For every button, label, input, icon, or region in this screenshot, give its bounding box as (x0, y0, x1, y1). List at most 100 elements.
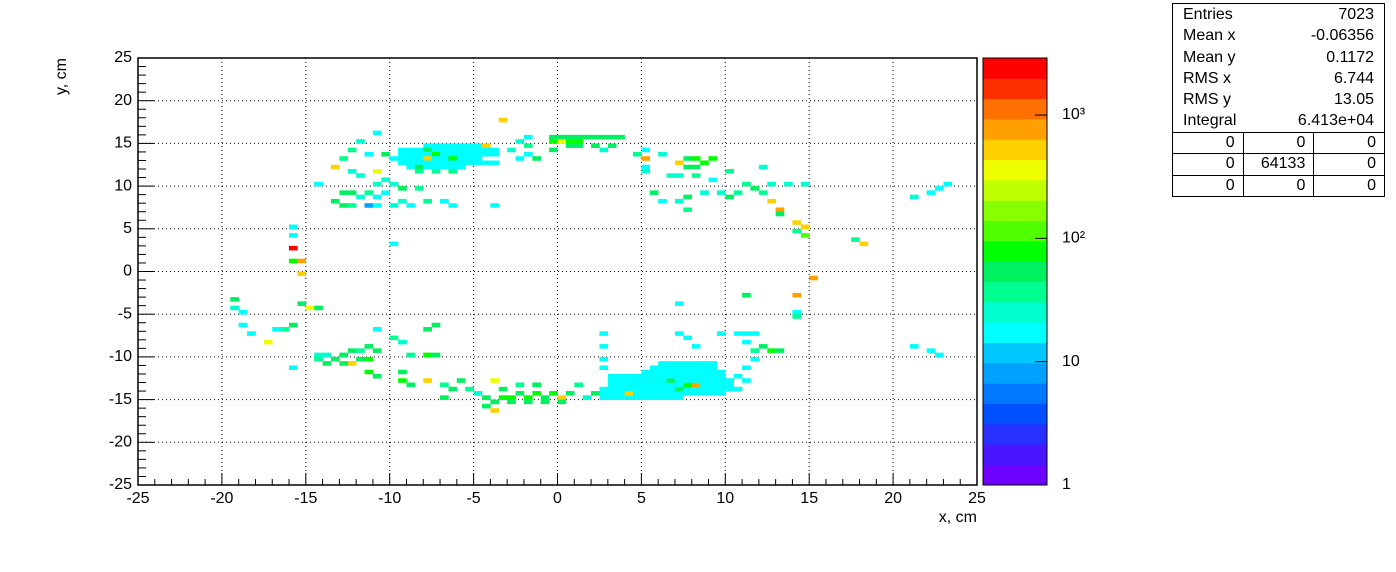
cell (674, 378, 684, 383)
cell (247, 331, 256, 336)
cell (607, 382, 617, 388)
cell (641, 382, 651, 388)
cell (641, 373, 651, 379)
cell (423, 160, 432, 166)
cell (322, 352, 332, 358)
cell (700, 365, 709, 371)
cell (238, 322, 248, 328)
cell (465, 386, 474, 392)
cell (423, 378, 432, 383)
cell (372, 348, 382, 353)
cell (683, 361, 693, 366)
cell (406, 160, 416, 166)
palette-band (983, 58, 1047, 79)
cell (792, 220, 802, 225)
cell (456, 151, 466, 157)
cell (448, 156, 458, 161)
cell (473, 391, 483, 396)
cell (716, 378, 726, 383)
cell (708, 156, 718, 161)
cell (448, 151, 458, 157)
cell (691, 378, 701, 383)
cell (708, 391, 718, 396)
cell (398, 151, 407, 157)
cell (473, 143, 483, 148)
cell (725, 194, 734, 200)
cell (616, 134, 625, 140)
cell (624, 373, 634, 379)
cell (372, 130, 382, 136)
cell (633, 373, 642, 379)
cell (440, 164, 449, 170)
cell (490, 160, 500, 166)
cell (599, 391, 609, 396)
cell (381, 151, 390, 157)
cell (507, 399, 516, 405)
cell (549, 391, 558, 396)
cell (431, 147, 441, 153)
cell (423, 164, 432, 170)
cell (515, 382, 525, 388)
cell (406, 203, 416, 208)
cell (364, 190, 374, 195)
cell (784, 181, 793, 187)
cell (909, 344, 919, 349)
palette-band (983, 424, 1047, 445)
stats-value: 6.744 (1333, 69, 1374, 87)
cell (599, 365, 609, 371)
cell (314, 356, 323, 362)
cell (381, 177, 390, 183)
cell (406, 147, 416, 153)
cell (532, 382, 542, 388)
stats-grid-cell: 0 (1242, 132, 1314, 154)
cell (540, 395, 550, 400)
cell (733, 331, 743, 336)
cell (398, 156, 407, 161)
cell (700, 369, 709, 375)
stats-grid-cell: 0 (1225, 176, 1235, 194)
x-tick-label: 15 (800, 490, 818, 507)
cell (649, 365, 659, 371)
cell (674, 395, 684, 400)
stats-key: Integral (1183, 112, 1237, 130)
cell (498, 386, 508, 392)
cell (700, 361, 709, 366)
cell (658, 378, 667, 383)
cell (691, 164, 701, 170)
cell (742, 292, 751, 298)
cell (624, 378, 634, 383)
cell (322, 361, 332, 366)
cell (523, 151, 533, 157)
cell (423, 151, 432, 157)
cell (398, 378, 407, 383)
cell (599, 134, 609, 140)
cell (440, 198, 449, 204)
cell (314, 305, 323, 311)
cell (649, 382, 659, 388)
cell (792, 292, 802, 298)
stats-grid-cell: 0 (1225, 133, 1235, 151)
cell (624, 391, 634, 396)
cell (523, 143, 533, 148)
cell (381, 190, 390, 195)
cell (700, 378, 709, 383)
cell (691, 386, 701, 392)
cell (674, 365, 684, 371)
cell (607, 378, 617, 383)
stats-key: RMS x (1183, 69, 1231, 87)
cell (289, 258, 298, 264)
cell (440, 151, 449, 157)
stats-value: 13.05 (1333, 91, 1374, 109)
stats-key: Mean y (1183, 48, 1236, 66)
stats-grid-cell: 64133 (1242, 154, 1314, 175)
cell (448, 164, 458, 170)
cell (532, 391, 542, 396)
stats-grid-row: 0 64133 0 (1173, 153, 1384, 175)
palette-band (983, 220, 1047, 242)
cell (758, 344, 768, 349)
cell (658, 391, 667, 396)
cell (616, 378, 625, 383)
cell (481, 395, 491, 400)
cell (591, 134, 600, 140)
cell (750, 348, 760, 353)
